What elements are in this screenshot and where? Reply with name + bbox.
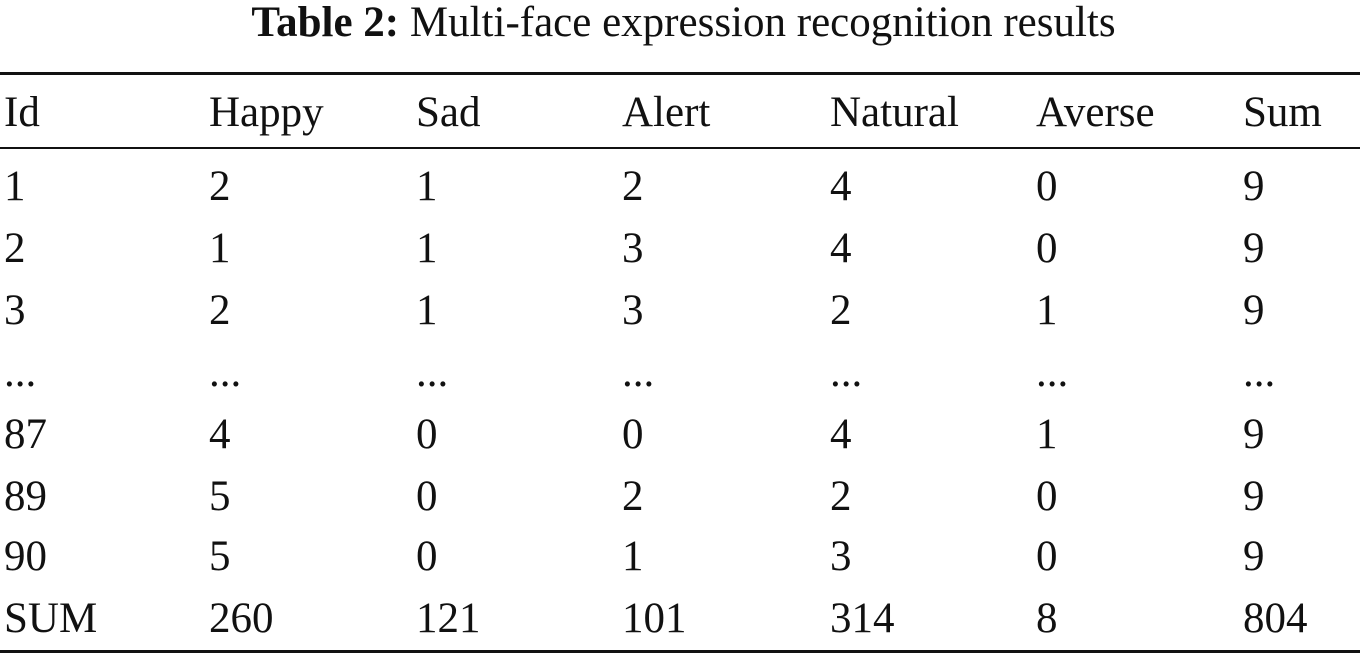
table-cell: 2 — [622, 163, 644, 210]
table-cell: 2 — [209, 287, 231, 334]
table-cell: 0 — [622, 411, 644, 458]
table-cell: 804 — [1243, 595, 1308, 642]
table-cell: 0 — [1036, 473, 1058, 520]
table-cell: 3 — [830, 533, 852, 580]
table-cell: 90 — [4, 533, 47, 580]
table-row: 1 2 1 2 4 0 9 — [0, 158, 1360, 216]
table-cell: 260 — [209, 595, 274, 642]
table-cell: 1 — [1036, 287, 1058, 334]
table-row: 2 1 1 3 4 0 9 — [0, 220, 1360, 278]
table-cell: SUM — [4, 595, 98, 642]
top-rule — [0, 72, 1360, 75]
table-cell: 9 — [1243, 533, 1265, 580]
table-sum-row: SUM 260 121 101 314 8 804 — [0, 590, 1360, 648]
table-cell: 3 — [4, 287, 26, 334]
table-cell: 4 — [830, 163, 852, 210]
table-cell: 314 — [830, 595, 895, 642]
table-cell: 9 — [1243, 163, 1265, 210]
table-cell: 3 — [622, 225, 644, 272]
table-cell: 0 — [416, 533, 438, 580]
table-cell: 0 — [1036, 225, 1058, 272]
table-row: 89 5 0 2 2 0 9 — [0, 468, 1360, 526]
table-cell: 1 — [416, 287, 438, 334]
header-rule — [0, 147, 1360, 149]
header-cell-averse: Averse — [1036, 89, 1155, 136]
table-cell: 9 — [1243, 411, 1265, 458]
table-cell: 5 — [209, 533, 231, 580]
table-cell: 1 — [416, 163, 438, 210]
table-cell: 121 — [416, 595, 481, 642]
table-cell: ... — [1243, 349, 1276, 396]
table-cell: 2 — [209, 163, 231, 210]
table-cell: 1 — [4, 163, 26, 210]
table-cell: ... — [622, 349, 655, 396]
header-cell-natural: Natural — [830, 89, 959, 136]
caption-title: Multi-face expression recognition result… — [409, 0, 1116, 46]
table-cell: 4 — [830, 225, 852, 272]
header-row: Id Happy Sad Alert Natural Averse Sum — [0, 84, 1360, 142]
table-cell: 89 — [4, 473, 47, 520]
table-cell: 0 — [1036, 533, 1058, 580]
table-cell: 1 — [622, 533, 644, 580]
table-row: 3 2 1 3 2 1 9 — [0, 282, 1360, 340]
table-cell: 9 — [1243, 473, 1265, 520]
table-caption: Table 2: Multi-face expression recogniti… — [0, 0, 1367, 60]
table-cell: 2 — [622, 473, 644, 520]
table-cell: 0 — [416, 473, 438, 520]
table-cell: ... — [4, 349, 37, 396]
table-cell: 4 — [209, 411, 231, 458]
header-cell-sum: Sum — [1243, 89, 1322, 136]
table-cell: 2 — [830, 473, 852, 520]
table-cell: 9 — [1243, 225, 1265, 272]
table-cell: 1 — [209, 225, 231, 272]
table-cell: 5 — [209, 473, 231, 520]
table-cell: ... — [830, 349, 863, 396]
table-cell: 8 — [1036, 595, 1058, 642]
header-cell-id: Id — [4, 89, 40, 136]
table-cell: 1 — [416, 225, 438, 272]
table-row: 87 4 0 0 4 1 9 — [0, 406, 1360, 464]
header-cell-happy: Happy — [209, 89, 324, 136]
table-cell: 87 — [4, 411, 47, 458]
bottom-rule — [0, 650, 1360, 653]
caption-label: Table 2: — [251, 0, 400, 46]
table-cell: 101 — [622, 595, 687, 642]
header-cell-sad: Sad — [416, 89, 481, 136]
table-cell: 3 — [622, 287, 644, 334]
table-cell: 4 — [830, 411, 852, 458]
table-cell: ... — [416, 349, 449, 396]
table-cell: 2 — [4, 225, 26, 272]
table-row: 90 5 0 1 3 0 9 — [0, 528, 1360, 586]
table-cell: 2 — [830, 287, 852, 334]
table-row-ellipsis: ... ... ... ... ... ... ... — [0, 344, 1360, 402]
table-cell: 0 — [416, 411, 438, 458]
table-cell: 0 — [1036, 163, 1058, 210]
header-cell-alert: Alert — [622, 89, 711, 136]
table-cell: ... — [209, 349, 242, 396]
table-cell: 9 — [1243, 287, 1265, 334]
table-cell: 1 — [1036, 411, 1058, 458]
table-cell: ... — [1036, 349, 1069, 396]
